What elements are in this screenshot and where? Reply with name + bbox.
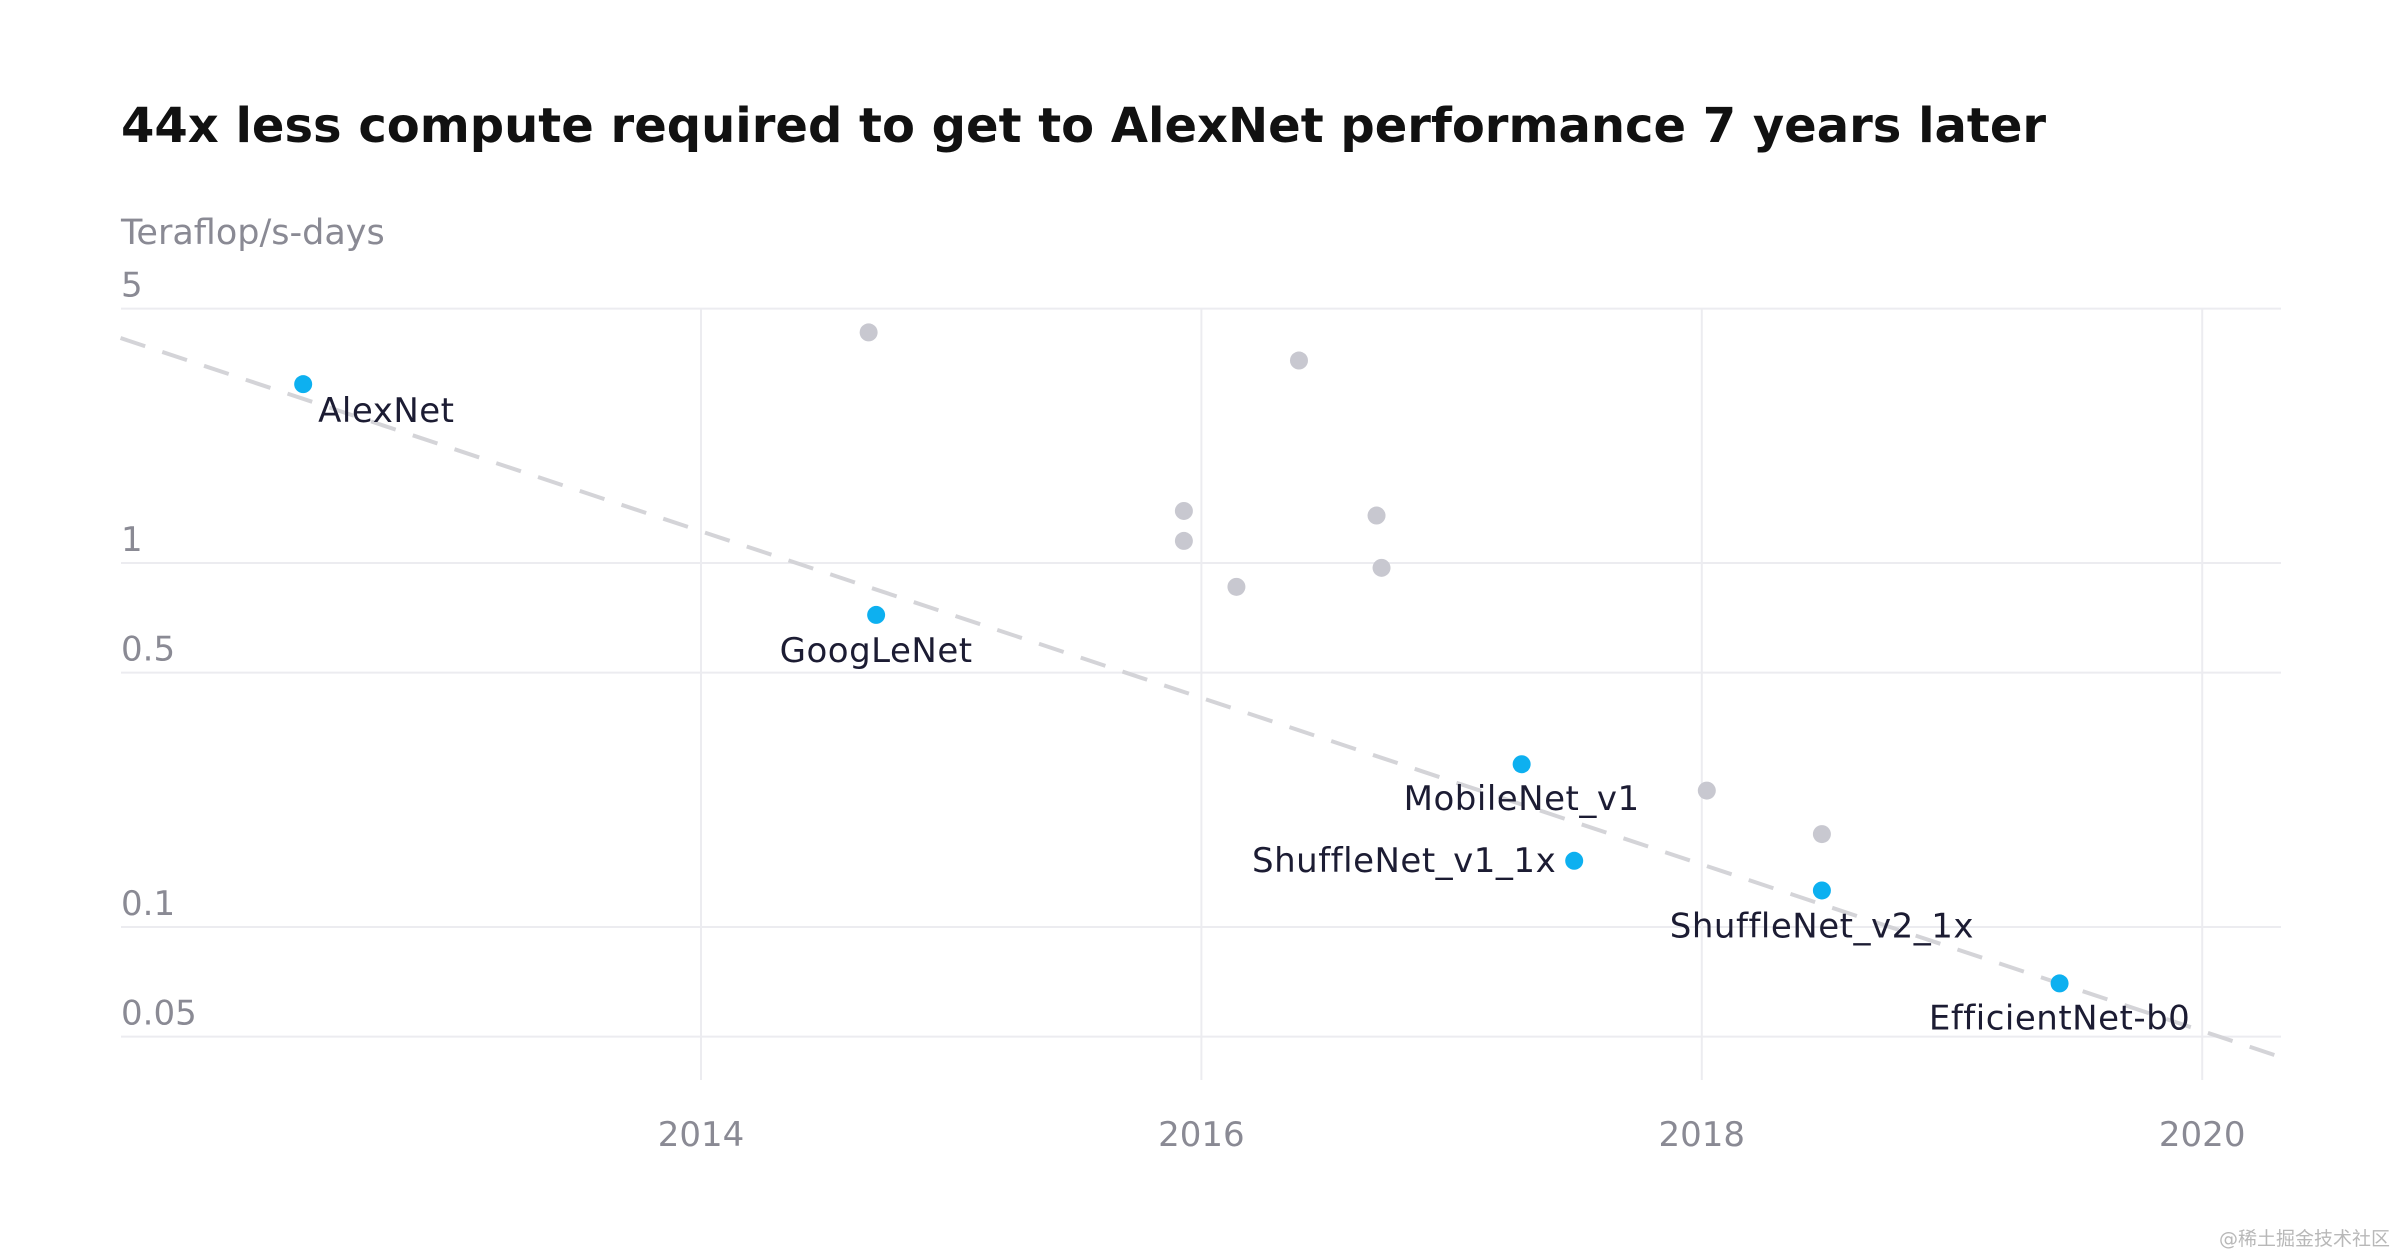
chart-title: 44x less compute required to get to Alex…: [121, 98, 2046, 154]
tick-labels: 5 1 0.5 0.1 0.05 2014 2016 2018 2020: [121, 266, 2245, 1155]
data-point: [1289, 351, 1308, 370]
x-tick-label: 2018: [1659, 1115, 1746, 1155]
y-axis-label: Teraflop/s-days: [120, 213, 385, 253]
data-point-alexnet: [294, 375, 313, 394]
data-label: MobileNet_v1: [1404, 779, 1640, 819]
trendline: [119, 336, 2281, 1059]
data-label: ShuffleNet_v2_1x: [1670, 906, 1974, 946]
y-tick-label: 1: [121, 520, 143, 560]
other-points: [859, 323, 1831, 844]
x-tick-label: 2016: [1158, 1115, 1245, 1155]
y-tick-label: 0.1: [121, 884, 175, 924]
x-tick-label: 2014: [658, 1115, 745, 1155]
y-tick-label: 5: [121, 266, 143, 306]
x-tick-label: 2020: [2159, 1115, 2246, 1155]
trendline-segment: [119, 336, 2281, 1059]
data-point-shufflenet_v1_1x: [1565, 851, 1584, 870]
data-point-shufflenet_v2_1x: [1812, 881, 1831, 900]
data-point: [859, 323, 878, 342]
data-point-efficientnet-b0: [2050, 974, 2069, 993]
highlighted-points: AlexNet GoogLeNet MobileNet_v1 ShuffleNet_v…: [294, 375, 2190, 1038]
y-tick-label: 0.05: [121, 994, 197, 1034]
data-point: [1174, 501, 1193, 520]
gridlines: [121, 307, 2281, 1080]
data-point: [1697, 781, 1716, 800]
data-label: ShuffleNet_v1_1x: [1252, 841, 1556, 881]
y-tick-label: 0.5: [121, 630, 175, 670]
data-point-mobilenet_v1: [1512, 755, 1531, 774]
data-point-googlenet: [867, 605, 886, 624]
data-point: [1367, 506, 1386, 525]
data-point: [1372, 558, 1391, 577]
data-point: [1174, 531, 1193, 550]
data-point: [1812, 825, 1831, 844]
data-label: EfficientNet-b0: [1929, 998, 2190, 1038]
data-point: [1227, 577, 1246, 596]
watermark: @稀土掘金技术社区: [2219, 1228, 2390, 1250]
data-label: GoogLeNet: [780, 631, 973, 671]
data-label: AlexNet: [318, 391, 454, 431]
